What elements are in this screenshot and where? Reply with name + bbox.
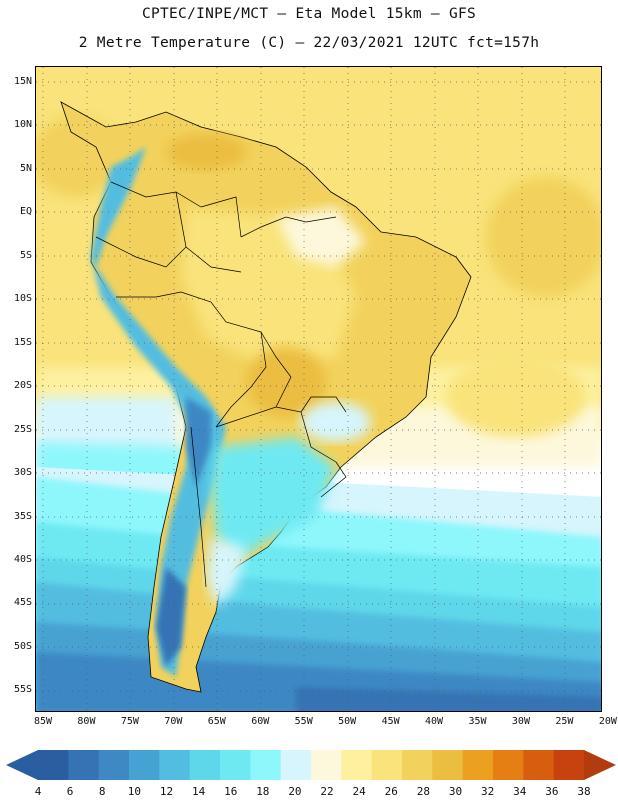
map-title: CPTEC/INPE/MCT – Eta Model 15km – GFS bbox=[141, 6, 477, 22]
lon-tick-label: 25W bbox=[555, 716, 574, 727]
lat-tick-label: 20S bbox=[13, 380, 32, 392]
legend-high-arrow bbox=[584, 750, 616, 780]
legend-label: 10 bbox=[127, 785, 141, 798]
legend-label: 24 bbox=[352, 785, 366, 798]
legend-label: 34 bbox=[513, 785, 527, 798]
lat-tick-label: 5N bbox=[19, 162, 32, 174]
legend-swatch bbox=[189, 750, 221, 780]
legend-swatch bbox=[280, 750, 312, 780]
legend-swatch bbox=[311, 750, 342, 780]
color-legend bbox=[6, 750, 616, 780]
lat-tick-label: 15S bbox=[13, 336, 32, 348]
lon-tick-label: 85W bbox=[33, 716, 53, 727]
lat-tick-label: 10N bbox=[13, 119, 32, 131]
lat-tick-label: 5S bbox=[19, 249, 32, 261]
legend-swatch bbox=[432, 750, 464, 780]
legend-swatch bbox=[553, 750, 585, 780]
lat-tick-label: 15N bbox=[13, 76, 32, 87]
legend-swatch bbox=[250, 750, 282, 780]
legend-swatch bbox=[341, 750, 373, 780]
lon-tick-label: 30W bbox=[511, 716, 530, 727]
lon-tick-label: 45W bbox=[381, 716, 400, 727]
legend-swatch bbox=[371, 750, 403, 780]
lon-tick-label: 70W bbox=[164, 716, 183, 727]
lat-tick-label: 50S bbox=[13, 640, 32, 652]
legend-swatch bbox=[129, 750, 160, 780]
lon-tick-label: 35W bbox=[468, 716, 487, 727]
legend-label: 20 bbox=[288, 785, 302, 798]
legend-label: 38 bbox=[577, 785, 591, 798]
legend-label: 32 bbox=[481, 785, 495, 798]
lat-tick-label: 30S bbox=[13, 467, 32, 479]
lon-tick-label: 50W bbox=[338, 716, 357, 727]
lat-tick-label: 45S bbox=[13, 597, 32, 609]
lat-tick-label: 35S bbox=[13, 510, 32, 522]
legend-label: 28 bbox=[416, 785, 431, 798]
lon-tick-label: 40W bbox=[425, 716, 444, 727]
lon-tick-label: 65W bbox=[207, 716, 226, 727]
temperature-map bbox=[35, 66, 602, 712]
legend-label: 6 bbox=[66, 785, 74, 798]
legend-label: 26 bbox=[384, 785, 398, 798]
lat-tick-label: 55S bbox=[13, 684, 32, 696]
legend-label: 22 bbox=[320, 785, 334, 798]
lat-tick-label: 10S bbox=[13, 293, 32, 305]
legend-label: 14 bbox=[191, 785, 206, 798]
legend-swatch bbox=[462, 750, 494, 780]
legend-label: 4 bbox=[34, 785, 42, 798]
legend-label: 16 bbox=[224, 785, 238, 798]
map-subtitle: 2 Metre Temperature (C) – 22/03/2021 12U… bbox=[78, 35, 540, 51]
legend-low-arrow bbox=[6, 750, 38, 780]
legend-swatch bbox=[38, 750, 69, 780]
lon-tick-label: 55W bbox=[294, 716, 313, 727]
legend-swatch bbox=[68, 750, 100, 780]
lat-tick-label: 25S bbox=[13, 423, 32, 435]
legend-swatch bbox=[402, 750, 433, 780]
legend-label: 18 bbox=[256, 785, 270, 798]
lat-tick-label: EQ bbox=[19, 206, 32, 218]
legend-label: 36 bbox=[545, 785, 559, 798]
lon-tick-label: 80W bbox=[77, 716, 96, 727]
legend-swatch bbox=[493, 750, 524, 780]
legend-swatch bbox=[220, 750, 251, 780]
lon-tick-label: 20W bbox=[598, 716, 617, 727]
legend-swatch bbox=[98, 750, 130, 780]
legend-label: 30 bbox=[448, 785, 463, 798]
legend-swatch bbox=[523, 750, 555, 780]
legend-swatch bbox=[159, 750, 191, 780]
legend-label: 12 bbox=[159, 785, 174, 798]
lat-tick-label: 40S bbox=[13, 553, 32, 565]
lon-tick-label: 60W bbox=[251, 716, 270, 727]
legend-label: 8 bbox=[98, 785, 106, 798]
south-america-landmass bbox=[60, 101, 472, 693]
lon-tick-label: 75W bbox=[120, 716, 139, 727]
